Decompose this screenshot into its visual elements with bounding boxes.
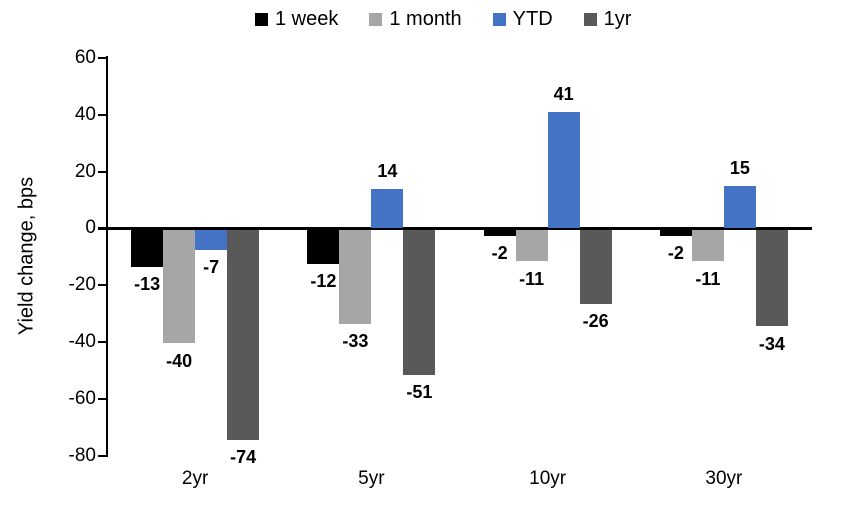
bar-5yr-ytd: [371, 188, 404, 229]
y-axis-tick: [98, 340, 107, 343]
y-axis-title: Yield change, bps: [15, 176, 38, 336]
bar-value-label: -51: [406, 382, 433, 403]
bar-2yr-1yr: [227, 229, 260, 440]
bar-value-label: -2: [667, 243, 684, 264]
x-axis-category-label: 10yr: [529, 468, 567, 489]
bar-5yr-1-month: [339, 229, 372, 324]
bar-value-label: -2: [491, 243, 508, 264]
y-axis-tick-label: -60: [68, 387, 96, 409]
legend-swatch-icon: [369, 13, 383, 26]
bar-2yr-1-month: [163, 229, 196, 344]
bar-value-label: -40: [166, 350, 193, 371]
bar-2yr-ytd: [195, 229, 228, 250]
bar-value-label: -34: [758, 333, 785, 354]
bar-value-label: -11: [695, 268, 721, 289]
bar-30yr-1-week: [659, 229, 692, 236]
y-axis-tick: [98, 454, 107, 457]
bar-10yr-ytd: [547, 111, 580, 229]
y-axis-tick-label: 0: [85, 217, 96, 239]
chart-legend: 1 week 1 month YTD 1yr: [255, 8, 631, 31]
bar-30yr-ytd: [723, 185, 756, 229]
bar-10yr-1yr: [579, 229, 612, 304]
bar-value-label: -74: [230, 447, 257, 468]
legend-swatch-icon: [583, 13, 597, 26]
bar-value-label: -26: [582, 311, 609, 332]
bar-value-label: 41: [553, 83, 574, 104]
bar-value-label: -7: [203, 257, 220, 278]
bar-2yr-1-week: [131, 229, 164, 267]
y-axis-tick: [98, 284, 107, 287]
bar-30yr-1yr: [755, 229, 788, 327]
x-axis-category-label: 5yr: [358, 468, 385, 489]
bar-value-label: -12: [310, 271, 337, 292]
y-axis-line: [105, 56, 108, 457]
y-axis-tick: [98, 113, 107, 116]
legend-swatch-icon: [492, 13, 506, 26]
bar-10yr-1-week: [483, 229, 516, 236]
legend-label: 1yr: [603, 8, 632, 30]
x-axis-category-label: 2yr: [181, 468, 209, 489]
y-axis-tick-label: -40: [68, 330, 96, 352]
legend-label: 1 month: [389, 8, 462, 30]
x-axis-category-label: 30yr: [705, 468, 743, 489]
bar-5yr-1-week: [307, 229, 340, 264]
bar-5yr-1yr: [403, 229, 436, 375]
y-axis-tick-label: 40: [74, 103, 96, 125]
legend-label: 1 week: [275, 8, 339, 30]
legend-item-1yr: 1yr: [583, 8, 632, 31]
bar-value-label: -11: [519, 268, 545, 289]
bar-10yr-1-month: [515, 229, 548, 262]
legend-swatch-icon: [255, 13, 268, 26]
y-axis-tick-label: -80: [68, 444, 96, 466]
y-axis-tick-label: -20: [68, 274, 96, 296]
bar-value-label: 14: [377, 160, 398, 181]
legend-label: YTD: [512, 8, 553, 30]
legend-item-1-month: 1 month: [369, 8, 462, 31]
zero-axis-line: [98, 226, 812, 230]
bar-30yr-1-month: [691, 229, 724, 262]
y-axis-tick-label: 60: [74, 47, 96, 68]
legend-item-1-week: 1 week: [255, 8, 338, 31]
y-axis-tick-label: 20: [74, 160, 96, 182]
bar-value-label: 15: [729, 157, 750, 178]
y-axis-tick: [98, 170, 107, 173]
y-axis-tick: [98, 57, 107, 59]
legend-item-ytd: YTD: [492, 8, 553, 31]
bar-value-label: -13: [134, 274, 161, 295]
bar-value-label: -33: [342, 331, 369, 352]
y-axis-tick: [98, 397, 107, 400]
